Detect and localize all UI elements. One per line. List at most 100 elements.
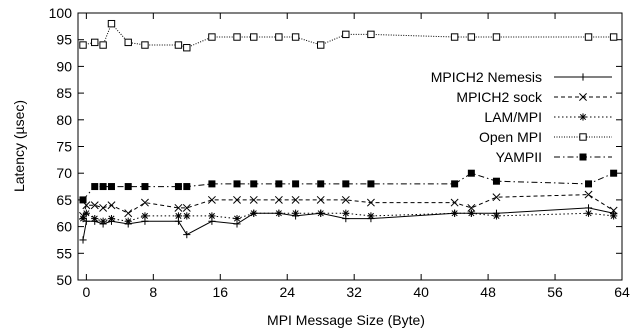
data-point xyxy=(233,33,241,41)
data-point xyxy=(492,177,500,185)
data-point xyxy=(467,209,475,217)
data-point xyxy=(183,183,191,191)
x-tick-label: 64 xyxy=(614,284,630,300)
data-point xyxy=(250,209,258,217)
series-line xyxy=(82,194,614,217)
data-point xyxy=(291,195,300,204)
data-point xyxy=(99,217,107,225)
data-point xyxy=(342,209,350,217)
x-tick-label: 0 xyxy=(82,284,90,300)
data-point xyxy=(91,183,99,191)
data-point xyxy=(107,214,116,223)
data-point xyxy=(492,33,501,41)
series-line xyxy=(82,212,614,222)
y-axis-label: Latency (µsec) xyxy=(11,100,27,192)
data-point xyxy=(107,201,116,210)
data-point xyxy=(174,41,183,49)
data-point xyxy=(99,41,107,49)
x-axis-label: MPI Message Size (Byte) xyxy=(267,312,425,328)
data-point xyxy=(342,30,350,39)
data-point xyxy=(275,209,283,217)
data-point xyxy=(99,203,108,212)
legend-label: LAM/MPI xyxy=(484,109,542,125)
data-point xyxy=(367,30,375,39)
data-point xyxy=(90,201,99,210)
data-point xyxy=(585,180,593,188)
y-tick-label: 90 xyxy=(56,58,72,74)
y-tick-label: 70 xyxy=(56,165,72,181)
data-point xyxy=(451,180,459,188)
data-point xyxy=(275,180,283,188)
data-point xyxy=(317,41,325,49)
data-point xyxy=(141,198,149,207)
series-open-mpi xyxy=(79,19,618,52)
series-mpich2-nemesis xyxy=(79,204,618,244)
x-tick-label: 8 xyxy=(149,284,157,300)
data-point xyxy=(79,41,87,49)
y-tick-label: 80 xyxy=(56,112,72,128)
legend-label: MPICH2 Nemesis xyxy=(431,69,542,85)
data-point xyxy=(292,209,300,217)
data-point xyxy=(141,41,149,49)
data-point xyxy=(291,33,300,41)
data-point xyxy=(174,212,183,220)
legend-marker xyxy=(579,73,587,81)
data-point xyxy=(450,33,459,41)
data-point xyxy=(79,214,87,223)
y-tick-label: 55 xyxy=(56,245,72,261)
series-yampii xyxy=(79,169,618,204)
data-point xyxy=(233,214,241,223)
x-tick-label: 24 xyxy=(279,284,295,300)
y-tick-label: 75 xyxy=(56,139,72,155)
data-point xyxy=(467,169,475,177)
legend-marker xyxy=(579,133,587,141)
data-point xyxy=(208,180,216,188)
legend-label: YAMPII xyxy=(496,149,542,165)
data-point xyxy=(183,44,191,52)
y-tick-label: 95 xyxy=(56,32,72,48)
data-point xyxy=(141,183,149,191)
data-point xyxy=(610,212,618,220)
data-point xyxy=(342,180,350,188)
data-point xyxy=(610,169,618,177)
data-point xyxy=(183,212,191,220)
data-point xyxy=(249,195,258,204)
data-point xyxy=(467,33,476,41)
data-point xyxy=(250,33,258,41)
data-point xyxy=(492,193,501,202)
y-tick-label: 60 xyxy=(56,219,72,235)
data-point xyxy=(367,212,375,220)
data-point xyxy=(124,38,132,47)
x-tick-label: 56 xyxy=(547,284,563,300)
y-tick-label: 100 xyxy=(49,5,73,21)
data-point xyxy=(450,198,459,207)
y-tick-label: 65 xyxy=(56,192,72,208)
data-point xyxy=(208,212,216,220)
data-point xyxy=(274,195,283,204)
data-point xyxy=(208,33,216,41)
data-point xyxy=(182,203,191,212)
data-point xyxy=(584,209,593,217)
data-point xyxy=(124,209,133,218)
data-point xyxy=(79,236,87,244)
x-tick-label: 40 xyxy=(413,284,429,300)
data-point xyxy=(492,212,501,220)
data-point xyxy=(233,195,241,204)
legend-marker xyxy=(579,93,587,101)
data-point xyxy=(124,217,132,225)
data-point xyxy=(366,198,375,207)
data-point xyxy=(609,33,618,41)
y-tick-label: 85 xyxy=(56,85,72,101)
legend-marker xyxy=(579,113,587,121)
x-tick-label: 16 xyxy=(212,284,228,300)
data-point xyxy=(316,195,325,204)
legend-marker xyxy=(579,153,587,161)
legend-label: Open MPI xyxy=(479,129,542,145)
data-point xyxy=(174,183,182,191)
data-point xyxy=(341,195,350,204)
data-point xyxy=(107,183,115,191)
data-point xyxy=(82,209,90,217)
series-line xyxy=(82,207,614,240)
data-point xyxy=(79,196,87,204)
